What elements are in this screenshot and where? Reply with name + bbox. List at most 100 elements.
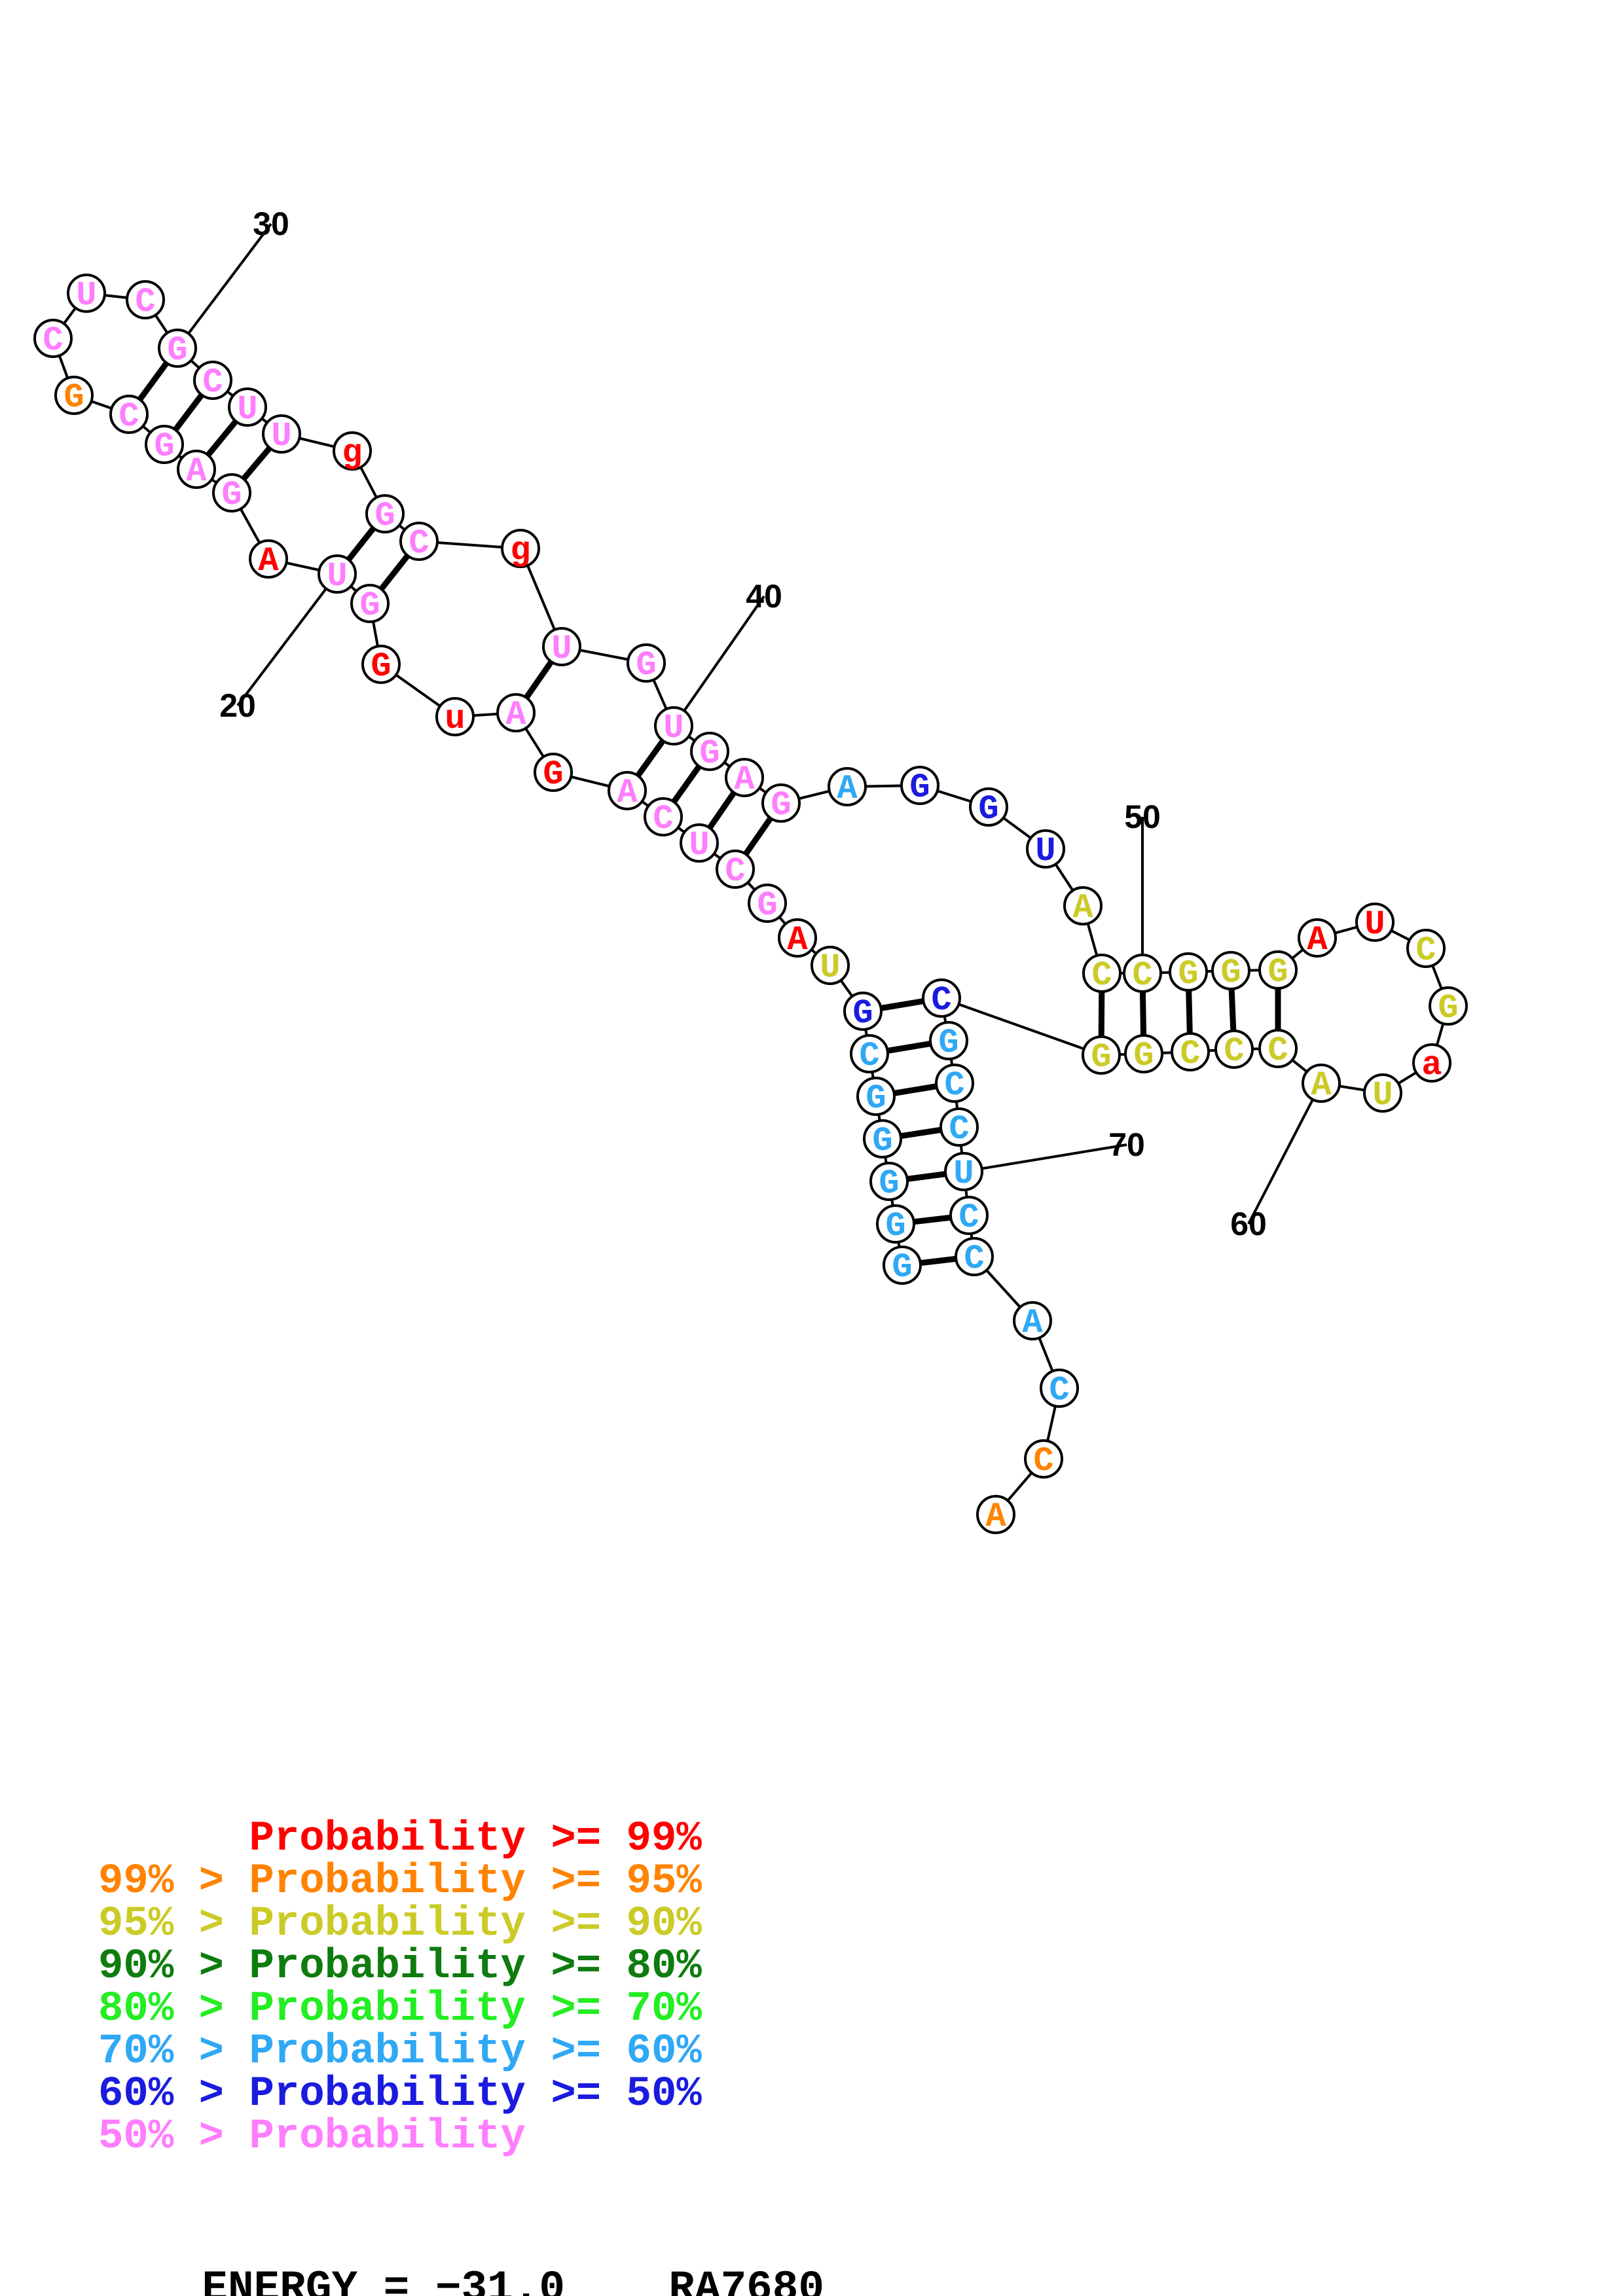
- nucleotide-25-circle: [109, 395, 149, 434]
- nucleotide-68-base: C: [944, 1066, 964, 1105]
- nucleotide-46-circle: [969, 787, 1008, 827]
- nucleotide-38-circle: [542, 627, 581, 666]
- nucleotide-10-base: G: [757, 886, 777, 925]
- nucleotide-26-base: G: [64, 378, 84, 417]
- nucleotide-73-base: A: [1022, 1304, 1043, 1342]
- nucleotide-58-base: a: [1421, 1046, 1442, 1085]
- pointer-line-60: [1247, 1083, 1322, 1225]
- nucleotide-13-circle: [644, 797, 683, 836]
- nucleotide-41-base: G: [699, 734, 720, 773]
- nucleotide-43-base: G: [771, 786, 791, 825]
- probability-legend: Probability >= 99% 99% > Probability >= 9…: [98, 1818, 702, 2159]
- nucleotide-40-circle: [654, 706, 693, 745]
- nucleotide-51-circle: [1169, 952, 1208, 992]
- energy-line: ENERGY = −31.0 RA7680: [98, 2224, 824, 2296]
- nucleotide-63-circle: [1171, 1032, 1210, 1071]
- nucleotide-7-circle: [843, 992, 883, 1031]
- nucleotide-61-base: C: [1267, 1031, 1288, 1070]
- nucleotide-30-base: G: [167, 331, 187, 370]
- legend-row-8: 50% > Probability: [98, 2113, 526, 2161]
- nucleotide-31-base: C: [202, 363, 223, 402]
- position-label-20: 20: [219, 687, 256, 724]
- nucleotide-53-circle: [1258, 950, 1298, 990]
- nucleotide-72-circle: [955, 1237, 994, 1276]
- nucleotide-6-base: C: [859, 1037, 879, 1075]
- pointer-line-40: [672, 595, 765, 727]
- nucleotide-2-circle: [876, 1204, 915, 1244]
- nucleotide-35-base: G: [374, 497, 395, 535]
- nucleotide-72-base: C: [964, 1240, 984, 1278]
- nucleotide-12-circle: [680, 823, 719, 863]
- nucleotide-47-base: U: [1035, 832, 1055, 870]
- nucleotide-57-base: G: [1438, 989, 1458, 1028]
- nucleotide-32-circle: [228, 387, 267, 427]
- nucleotide-64-base: G: [1133, 1037, 1154, 1075]
- legend-row-5: 80% > Probability >= 70%: [98, 1986, 702, 2033]
- nucleotide-42-base: A: [734, 761, 755, 799]
- nucleotide-22-circle: [212, 473, 251, 512]
- nucleotide-18-circle: [361, 645, 401, 684]
- nucleotide-66-base: C: [931, 981, 951, 1020]
- nucleotide-6-circle: [850, 1034, 889, 1073]
- nucleotide-19-circle: [350, 584, 390, 623]
- nucleotide-67-circle: [929, 1021, 968, 1060]
- nucleotide-64-circle: [1124, 1034, 1163, 1073]
- legend-row-3: 95% > Probability >= 90%: [98, 1901, 702, 1948]
- nucleotide-44-circle: [828, 767, 867, 806]
- nucleotide-20-circle: [318, 554, 357, 594]
- nucleotide-27-circle: [33, 319, 73, 358]
- nucleotide-30-circle: [158, 329, 197, 368]
- energy-text: ENERGY = −31.0 RA7680: [202, 2264, 824, 2296]
- nucleotide-21-base: A: [258, 542, 279, 581]
- nucleotide-2-base: G: [885, 1207, 905, 1246]
- nucleotide-4-circle: [863, 1119, 902, 1158]
- nucleotide-49-base: C: [1091, 956, 1112, 995]
- nucleotide-74-circle: [1040, 1369, 1079, 1408]
- nucleotide-44-base: A: [837, 770, 858, 808]
- nucleotide-67-base: G: [938, 1024, 958, 1062]
- nucleotide-36-circle: [399, 522, 439, 561]
- nucleotide-69-base: C: [949, 1110, 969, 1149]
- nucleotide-28-base: U: [76, 276, 96, 315]
- nucleotide-50-base: C: [1132, 956, 1152, 995]
- nucleotide-11-base: C: [725, 852, 745, 891]
- nucleotide-9-base: A: [787, 921, 808, 960]
- nucleotide-22-base: G: [221, 476, 242, 514]
- nucleotide-76-base: A: [985, 1498, 1006, 1536]
- nucleotide-12-base: U: [689, 826, 709, 865]
- nucleotide-8-circle: [811, 946, 850, 985]
- nucleotide-60-circle: [1302, 1064, 1341, 1103]
- nucleotide-45-circle: [900, 766, 939, 805]
- nucleotide-73-circle: [1013, 1301, 1052, 1340]
- nucleotide-16-base: A: [505, 696, 526, 734]
- nucleotide-34-circle: [333, 431, 372, 471]
- nucleotide-76-circle: [976, 1495, 1015, 1534]
- nucleotide-24-base: G: [154, 427, 174, 466]
- legend-row-1: Probability >= 99%: [98, 1816, 702, 1863]
- position-label-60: 60: [1230, 1206, 1267, 1242]
- nucleotide-34-base: g: [342, 434, 362, 473]
- nucleotide-40-base: U: [663, 709, 684, 747]
- nucleotide-15-base: G: [543, 755, 563, 794]
- nucleotide-10-circle: [748, 884, 787, 923]
- legend-row-7: 60% > Probability >= 50%: [98, 2071, 702, 2118]
- position-label-50: 50: [1124, 798, 1161, 835]
- pointer-line-20: [236, 573, 338, 707]
- nucleotide-31-circle: [193, 361, 232, 400]
- pointer-line-70: [963, 1143, 1127, 1173]
- nucleotide-58-circle: [1412, 1043, 1451, 1083]
- nucleotide-54-circle: [1298, 918, 1337, 958]
- nucleotide-11-circle: [716, 850, 755, 889]
- nucleotide-39-circle: [627, 643, 666, 683]
- position-label-40: 40: [746, 578, 782, 615]
- nucleotide-59-base: U: [1372, 1076, 1393, 1115]
- nucleotide-9-circle: [778, 918, 817, 958]
- nucleotide-63-base: C: [1180, 1035, 1200, 1073]
- nucleotide-36-base: C: [409, 524, 429, 563]
- nucleotide-65-circle: [1082, 1035, 1121, 1075]
- nucleotide-56-circle: [1406, 929, 1446, 968]
- label-pointer-lines: [176, 223, 1322, 1225]
